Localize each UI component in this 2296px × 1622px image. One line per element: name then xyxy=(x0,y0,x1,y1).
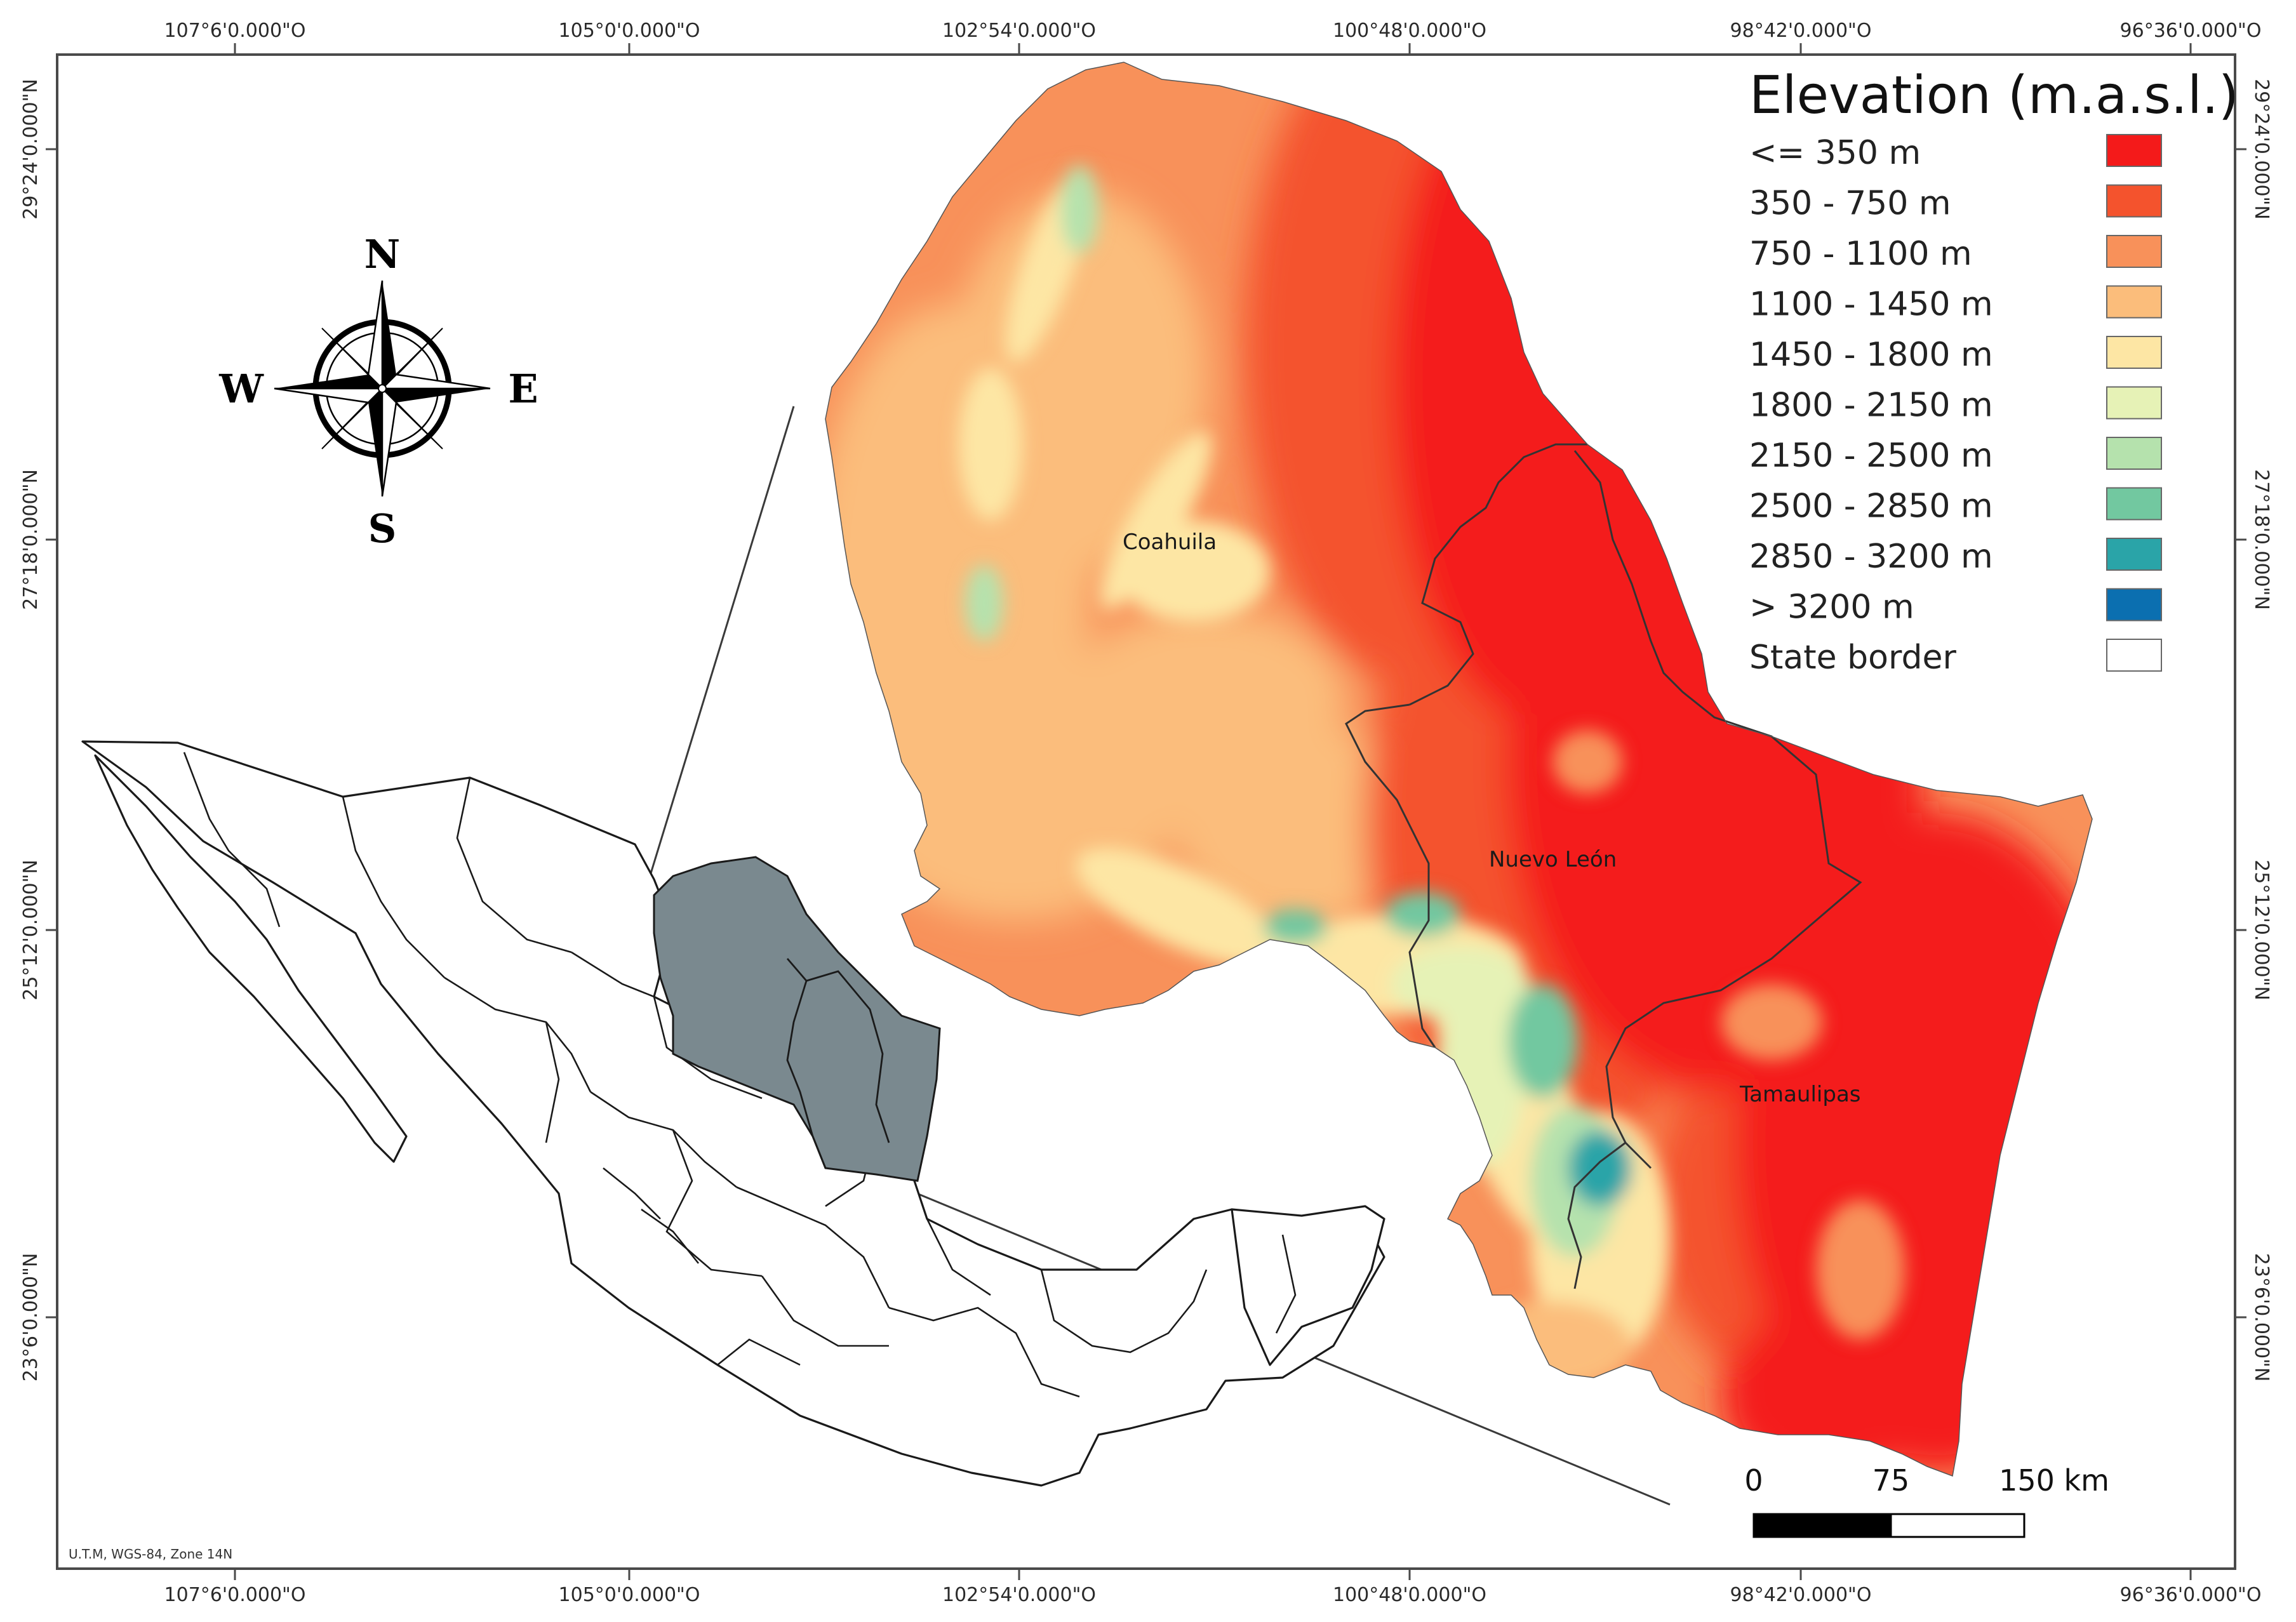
scale-bar-white-segment xyxy=(1890,1513,2026,1538)
legend-label-350-750-m: 350 - 750 m xyxy=(1749,185,1951,223)
lon-label-top-3: 102°54'0.000"O xyxy=(942,20,1096,42)
yucatan-peninsula xyxy=(1231,1205,1385,1366)
scale-bar: 0 75 150 km xyxy=(1744,1463,2109,1538)
lon-label-bottom-5: 98°42'0.000"O xyxy=(1730,1584,1872,1606)
compass-south-label: S xyxy=(368,505,397,552)
mexico-inset-map xyxy=(81,740,1385,1487)
lat-label-right-1: 29°24'0.000"N xyxy=(2250,79,2273,220)
state-label-tamaulipas: Tamaulipas xyxy=(1739,1082,1861,1107)
legend-swatch-2500-2850-m xyxy=(2106,487,2162,521)
lon-label-bottom-3: 102°54'0.000"O xyxy=(942,1584,1096,1606)
baja-california-peninsula xyxy=(94,754,408,1163)
lat-label-left-2: 27°18'0.000"N xyxy=(20,469,42,610)
scale-label-75: 75 xyxy=(1872,1463,1910,1498)
study-area-state-borders xyxy=(1345,443,1862,1289)
compass-north-label: N xyxy=(364,231,401,277)
lat-label-left-4: 23°6'0.000"N xyxy=(20,1253,42,1382)
legend-label-3200-m: > 3200 m xyxy=(1749,588,1914,627)
legend-swatch-2150-2500-m xyxy=(2106,437,2162,470)
scale-label-150km: 150 km xyxy=(1999,1463,2109,1498)
legend-swatch-350-750-m xyxy=(2106,184,2162,218)
legend-label-1100-1450-m: 1100 - 1450 m xyxy=(1749,286,1993,324)
state-label-nuevo-leon: Nuevo León xyxy=(1489,847,1617,872)
lat-label-left-3: 25°12'0.000"N xyxy=(20,860,42,1000)
scale-bar-black-segment xyxy=(1752,1513,1892,1538)
legend-label-1450-1800-m: 1450 - 1800 m xyxy=(1749,336,1993,374)
legend-swatch-state-border xyxy=(2106,639,2162,672)
legend-swatch-3200-m xyxy=(2106,588,2162,622)
inset-state-borders xyxy=(183,752,1297,1398)
study-area-outline xyxy=(825,62,2093,1477)
lon-label-top-1: 107°6'0.000"O xyxy=(164,20,306,42)
lat-label-right-4: 23°6'0.000"N xyxy=(2250,1253,2273,1382)
frame-ticks xyxy=(46,43,2246,1580)
legend-swatch-1450-1800-m xyxy=(2106,336,2162,369)
legend-swatch-1800-2150-m xyxy=(2106,386,2162,420)
legend-label-state-border: State border xyxy=(1749,639,1956,677)
legend-label-1800-2150-m: 1800 - 2150 m xyxy=(1749,387,1993,425)
legend-swatch-750-1100-m xyxy=(2106,235,2162,268)
north-arrow-compass: N S E W xyxy=(218,231,538,552)
legend-label-2500-2850-m: 2500 - 2850 m xyxy=(1749,488,1993,526)
legend-label-2850-3200-m: 2850 - 3200 m xyxy=(1749,538,1993,576)
legend-swatch-2850-3200-m xyxy=(2106,538,2162,571)
legend-label-750-1100-m: 750 - 1100 m xyxy=(1749,235,1972,273)
lat-label-right-2: 27°18'0.000"N xyxy=(2250,469,2273,610)
lon-label-top-5: 98°42'0.000"O xyxy=(1730,20,1872,42)
lon-label-top-2: 105°0'0.000"O xyxy=(559,20,700,42)
lat-label-left-1: 29°24'0.000"N xyxy=(20,79,42,220)
inset-leader-line-top xyxy=(627,406,795,947)
lon-label-top-6: 96°36'0.000"O xyxy=(2120,20,2262,42)
elevation-legend: Elevation (m.a.s.l.) <= 350 m 350 - 750 m… xyxy=(1740,57,2239,686)
scale-label-0: 0 xyxy=(1744,1463,1763,1498)
lon-label-bottom-1: 107°6'0.000"O xyxy=(164,1584,306,1606)
legend-label-350-m: <= 350 m xyxy=(1749,134,1921,172)
lon-label-bottom-4: 100°48'0.000"O xyxy=(1333,1584,1486,1606)
legend-title: Elevation (m.a.s.l.) xyxy=(1749,65,2239,126)
state-label-coahuila: Coahuila xyxy=(1123,529,1217,555)
compass-west-label: W xyxy=(218,366,264,412)
lat-label-right-3: 25°12'0.000"N xyxy=(2250,860,2273,1000)
compass-rose-icon xyxy=(274,280,491,497)
study-area-internal-borders xyxy=(786,958,890,1169)
legend-swatch-1100-1450-m xyxy=(2106,285,2162,319)
compass-east-label: E xyxy=(508,366,538,412)
lon-label-bottom-6: 96°36'0.000"O xyxy=(2120,1584,2262,1606)
crs-note: U.T.M, WGS-84, Zone 14N xyxy=(69,1546,232,1562)
legend-label-2150-2500-m: 2150 - 2500 m xyxy=(1749,437,1993,475)
legend-items: <= 350 m 350 - 750 m 750 - 1100 m 1100 - 14… xyxy=(1749,134,2162,677)
legend-swatch-350-m xyxy=(2106,134,2162,167)
lon-label-bottom-2: 105°0'0.000"O xyxy=(559,1584,700,1606)
lon-label-top-4: 100°48'0.000"O xyxy=(1333,20,1486,42)
study-area-highlight xyxy=(653,856,941,1182)
